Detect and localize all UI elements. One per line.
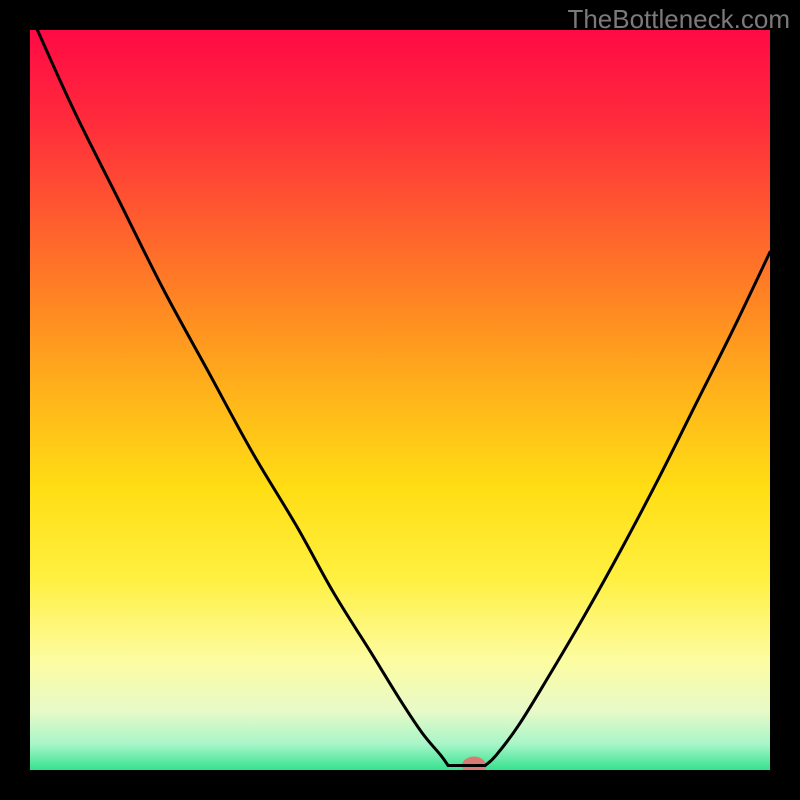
plot-area bbox=[30, 30, 770, 770]
chart-frame: TheBottleneck.com bbox=[0, 0, 800, 800]
valley-marker bbox=[462, 757, 486, 770]
curve-right bbox=[485, 252, 770, 766]
watermark-text: TheBottleneck.com bbox=[567, 4, 790, 35]
curve-svg bbox=[30, 30, 770, 770]
curve-left bbox=[37, 30, 448, 766]
